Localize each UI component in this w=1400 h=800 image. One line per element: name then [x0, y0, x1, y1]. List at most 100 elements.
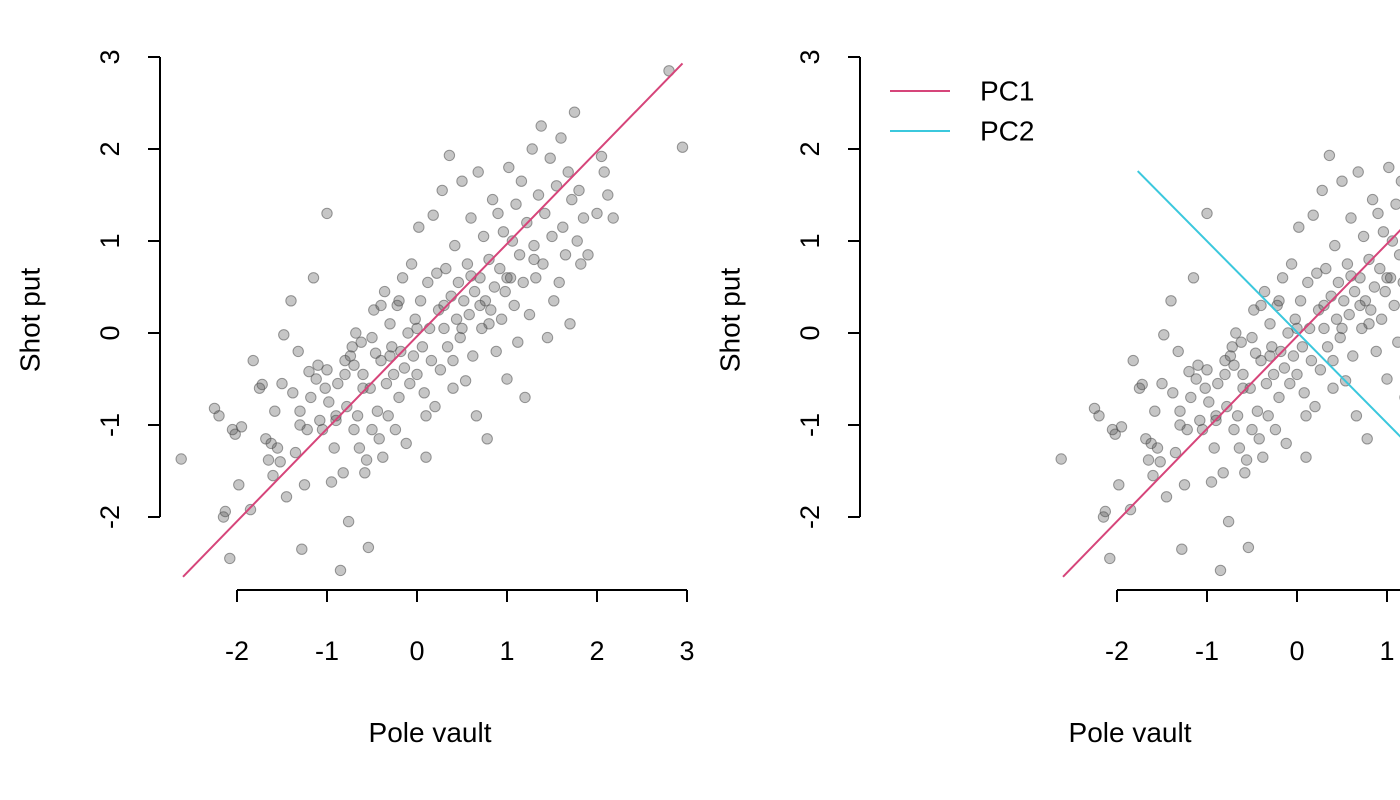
data-point: [213, 410, 225, 422]
data-point: [577, 212, 590, 224]
data-point: [1219, 368, 1231, 381]
data-point: [366, 423, 378, 436]
data-point: [330, 410, 342, 422]
data-point: [357, 382, 369, 394]
data-point: [1392, 336, 1400, 348]
data-point: [1381, 373, 1393, 385]
data-point: [512, 336, 524, 348]
data-point: [323, 396, 335, 408]
data-point: [483, 318, 495, 330]
y-tick-label: 1: [795, 233, 825, 248]
data-point: [1160, 491, 1173, 503]
data-point: [1336, 322, 1348, 335]
data-point: [355, 336, 367, 348]
data-point: [1178, 479, 1191, 491]
data-point: [269, 405, 281, 417]
data-point: [1314, 364, 1327, 376]
data-point: [292, 345, 304, 358]
data-point: [1169, 446, 1182, 459]
data-point: [375, 299, 387, 312]
data-point: [378, 285, 391, 298]
data-point: [418, 387, 430, 399]
data-point: [303, 365, 315, 378]
data-point: [1298, 387, 1310, 399]
data-point: [1338, 295, 1350, 307]
data-point: [523, 308, 536, 321]
data-point: [1374, 262, 1386, 275]
data-point: [1151, 442, 1164, 454]
y-tick-label: -1: [95, 413, 125, 437]
data-point: [447, 354, 459, 367]
data-point: [398, 362, 411, 374]
data-point: [1093, 410, 1105, 422]
data-point: [342, 515, 355, 528]
data-point: [1361, 433, 1373, 445]
data-point: [305, 391, 317, 404]
data-point: [1280, 437, 1292, 450]
data-point: [294, 419, 306, 431]
data-point: [1167, 387, 1179, 399]
data-point: [1165, 295, 1177, 307]
data-point: [517, 276, 529, 289]
data-point: [396, 272, 409, 284]
data-point: [454, 331, 466, 344]
data-point: [321, 364, 333, 376]
data-point: [1185, 391, 1197, 404]
data-point: [1291, 322, 1303, 335]
data-point: [312, 359, 324, 371]
data-point: [566, 193, 578, 206]
data-point: [1239, 467, 1251, 479]
data-point: [1323, 149, 1336, 162]
data-point: [1341, 258, 1354, 270]
data-point: [1264, 318, 1276, 330]
x-axis-title: Pole vault: [1069, 717, 1192, 748]
data-point: [506, 235, 519, 247]
data-point: [420, 410, 432, 422]
data-point: [1174, 419, 1186, 431]
data-point: [1309, 400, 1321, 413]
data-point: [1386, 235, 1399, 247]
data-point: [332, 377, 344, 390]
data-point: [1327, 354, 1339, 367]
data-point: [1370, 345, 1382, 358]
data-point: [481, 433, 493, 445]
data-point: [307, 272, 320, 284]
data-point: [1246, 423, 1258, 436]
x-tick-label: 1: [1379, 636, 1394, 666]
data-point: [488, 281, 501, 293]
data-point: [456, 322, 468, 335]
data-point: [271, 442, 284, 454]
data-point: [1233, 442, 1246, 454]
data-point: [1293, 221, 1305, 233]
data-point: [393, 295, 405, 307]
data-point: [1226, 341, 1238, 353]
data-point: [546, 230, 558, 243]
data-point: [375, 354, 387, 367]
data-point: [1127, 354, 1139, 367]
data-point: [1222, 515, 1235, 528]
data-point: [341, 400, 353, 413]
data-point: [434, 364, 447, 376]
data-point: [1187, 272, 1200, 284]
data-point: [441, 341, 454, 353]
data-point: [544, 152, 556, 164]
data-point: [1251, 405, 1264, 417]
data-point: [274, 456, 286, 468]
x-tick-label: -2: [1105, 636, 1129, 666]
data-point: [1365, 304, 1377, 316]
y-tick-label: -1: [795, 413, 825, 437]
data-point: [1285, 258, 1298, 270]
data-point: [461, 258, 474, 270]
y-tick-label: 3: [795, 49, 825, 64]
data-point: [1235, 336, 1247, 348]
data-point: [1352, 166, 1364, 178]
data-point: [541, 331, 554, 344]
data-point: [389, 423, 402, 436]
data-point: [1379, 285, 1391, 298]
data-point: [456, 175, 468, 187]
data-point: [1347, 350, 1359, 362]
data-point: [1099, 505, 1112, 518]
data-point: [508, 299, 520, 312]
